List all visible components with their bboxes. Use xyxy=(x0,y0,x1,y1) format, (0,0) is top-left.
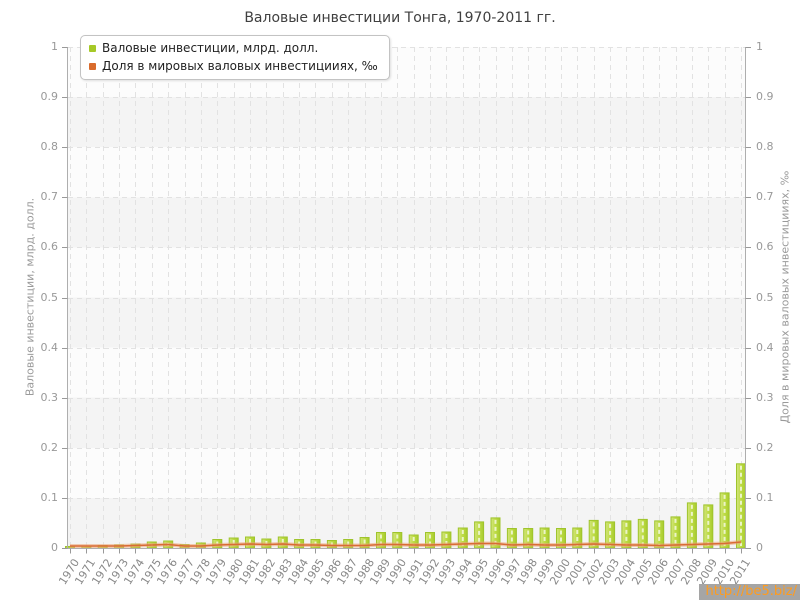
y-tick-right-0.9: 0.9 xyxy=(756,90,774,104)
y-tick-left-0: 0 xyxy=(51,541,58,554)
y-tick-right-0.4: 0.4 xyxy=(756,340,774,354)
y-tick-left-1: 1 xyxy=(51,40,58,53)
y-tick-left-0.2: 0.2 xyxy=(40,440,59,454)
y-tick-left-0.4: 0.4 xyxy=(40,340,59,354)
watermark-link[interactable]: http://be5.biz/ xyxy=(699,584,800,600)
y-tick-left-0.5: 0.5 xyxy=(40,290,59,304)
y-tick-right-0.1: 0.1 xyxy=(756,490,774,504)
axes xyxy=(67,47,746,549)
bar-series xyxy=(65,463,746,549)
bar-2009[interactable] xyxy=(703,504,714,549)
y-tick-right-1: 1 xyxy=(756,40,763,53)
y-tick-right-0.7: 0.7 xyxy=(756,190,774,204)
y-tick-left-0.7: 0.7 xyxy=(40,190,59,204)
legend-label: Валовые инвестиции, млрд. долл. xyxy=(102,41,319,55)
legend-box: Валовые инвестиции, млрд. долл. Доля в ми… xyxy=(80,35,390,80)
legend-label: Доля в мировых валовых инвестицииях, ‰ xyxy=(102,59,378,73)
y-tick-left-0.3: 0.3 xyxy=(40,390,59,404)
y-axis-title-right: Доля в мировых валовых инвестицииях, ‰ xyxy=(778,170,792,424)
share-line[interactable] xyxy=(70,541,742,547)
plot-area-background xyxy=(68,47,745,548)
y-tick-right-0.8: 0.8 xyxy=(756,140,774,154)
y-tick-right-0: 0 xyxy=(756,541,763,554)
y-tick-right-0.5: 0.5 xyxy=(756,290,774,304)
chart-title: Валовые инвестиции Тонга, 1970-2011 гг. xyxy=(244,10,556,26)
y-tick-left-0.9: 0.9 xyxy=(40,90,59,104)
gridlines xyxy=(68,47,745,548)
legend-item-0[interactable]: Валовые инвестиции, млрд. долл. xyxy=(89,41,378,56)
y-tick-left-0.8: 0.8 xyxy=(40,140,59,154)
legend-item-1[interactable]: Доля в мировых валовых инвестицииях, ‰ xyxy=(89,59,378,74)
y-tick-right-0.2: 0.2 xyxy=(756,440,774,454)
legend-marker-icon xyxy=(89,45,96,52)
y-axis-title-left: Валовые инвестиции, млрд. долл. xyxy=(23,197,37,397)
y-tick-right-0.3: 0.3 xyxy=(756,390,774,404)
y-tick-left-0.6: 0.6 xyxy=(40,240,59,254)
legend-marker-icon xyxy=(89,63,96,70)
y-tick-left-0.1: 0.1 xyxy=(40,490,59,504)
tick-marks xyxy=(62,47,751,554)
y-tick-right-0.6: 0.6 xyxy=(756,240,774,254)
